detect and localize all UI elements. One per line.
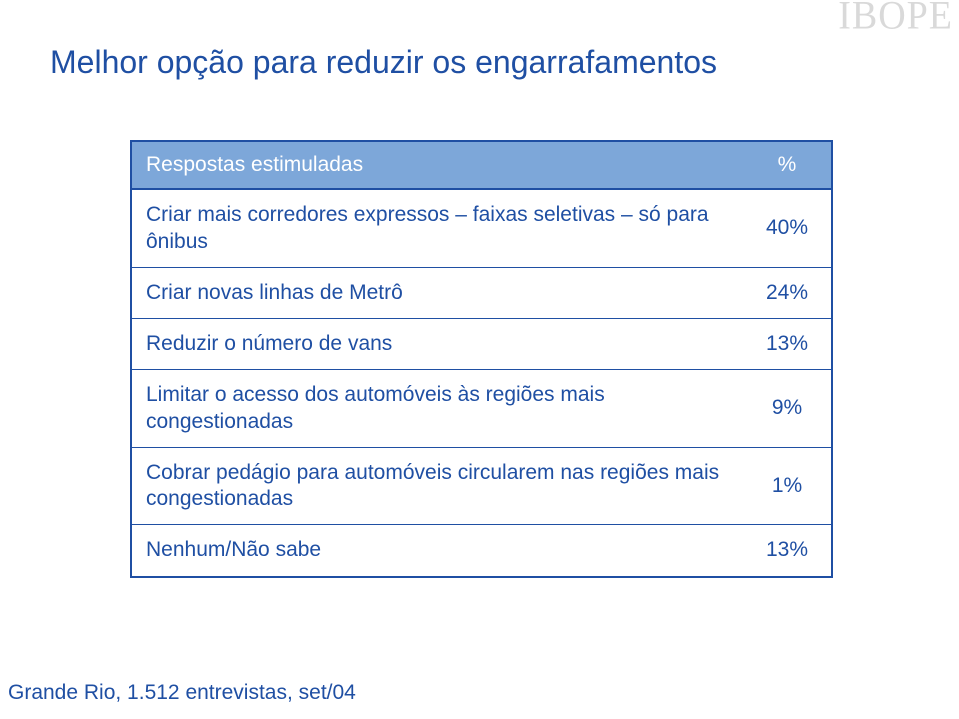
table-row: Nenhum/Não sabe 13% — [130, 525, 833, 577]
table-row: Criar mais corredores expressos – faixas… — [130, 190, 833, 268]
row-label: Cobrar pedágio para automóveis circulare… — [130, 448, 743, 526]
results-table: Respostas estimuladas % Criar mais corre… — [130, 140, 833, 578]
col-header-pct: % — [743, 140, 833, 190]
table-row: Criar novas linhas de Metrô 24% — [130, 268, 833, 319]
row-label: Criar mais corredores expressos – faixas… — [130, 190, 743, 268]
row-pct: 13% — [743, 319, 833, 370]
row-label: Criar novas linhas de Metrô — [130, 268, 743, 319]
row-label: Reduzir o número de vans — [130, 319, 743, 370]
table-row: Limitar o acesso dos automóveis às regiõ… — [130, 370, 833, 448]
footer-note: Grande Rio, 1.512 entrevistas, set/04 — [8, 681, 356, 705]
row-pct: 40% — [743, 190, 833, 268]
row-label: Limitar o acesso dos automóveis às regiõ… — [130, 370, 743, 448]
row-label: Nenhum/Não sabe — [130, 525, 743, 577]
col-header-label: Respostas estimuladas — [130, 140, 743, 190]
row-pct: 24% — [743, 268, 833, 319]
row-pct: 9% — [743, 370, 833, 448]
row-pct: 13% — [743, 525, 833, 577]
table-header-row: Respostas estimuladas % — [130, 140, 833, 190]
table-row: Cobrar pedágio para automóveis circulare… — [130, 448, 833, 526]
watermark-text: IBOPE — [838, 0, 953, 39]
table-row: Reduzir o número de vans 13% — [130, 319, 833, 370]
page-title: Melhor opção para reduzir os engarrafame… — [50, 44, 717, 81]
row-pct: 1% — [743, 448, 833, 526]
